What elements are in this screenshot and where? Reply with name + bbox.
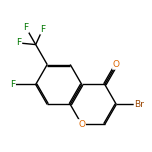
Text: F: F bbox=[10, 80, 15, 89]
Text: O: O bbox=[78, 120, 85, 129]
Text: F: F bbox=[16, 38, 21, 47]
Text: F: F bbox=[23, 23, 28, 32]
Text: Br: Br bbox=[134, 100, 144, 109]
Text: F: F bbox=[40, 25, 45, 34]
Text: O: O bbox=[113, 60, 120, 69]
